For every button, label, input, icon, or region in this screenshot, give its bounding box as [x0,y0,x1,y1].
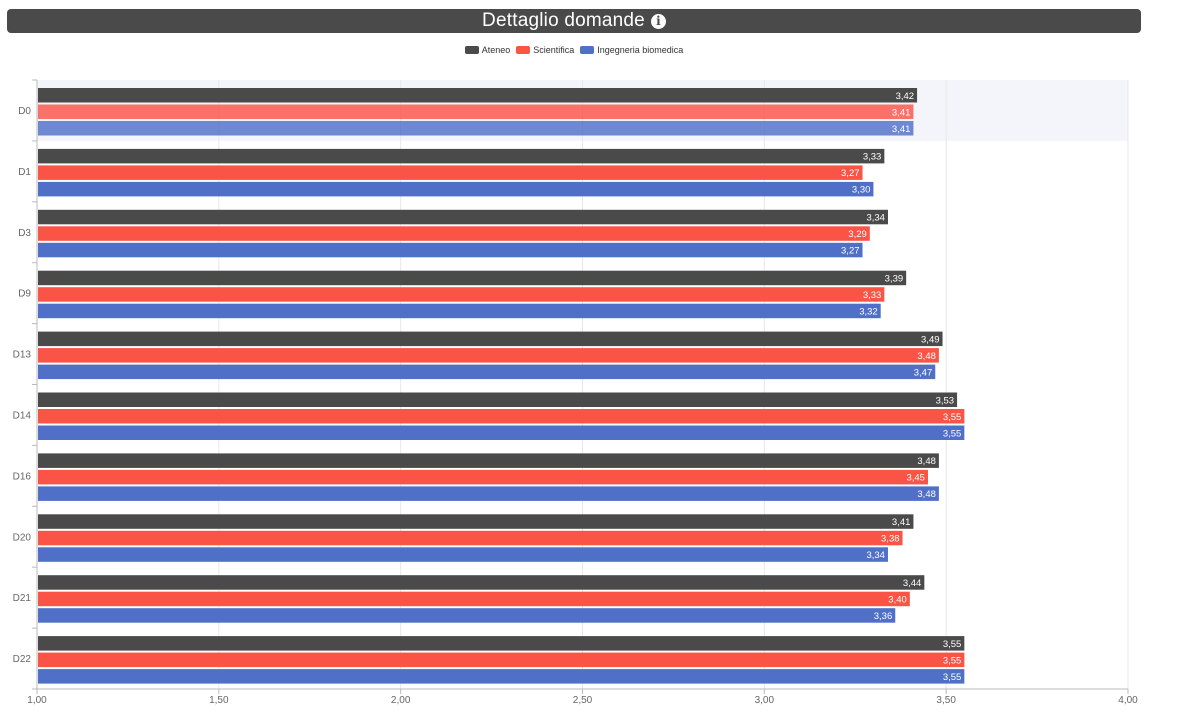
x-tick-label: 3,50 [936,695,956,706]
bar-value-label: 3,55 [943,672,962,683]
bar-value-label: 3,27 [841,246,860,257]
bar-value-label: 3,42 [896,91,915,102]
chart-header: Dettaglio domande i [7,9,1141,33]
bar-value-label: 3,47 [914,367,933,378]
bar-value-label: 3,48 [917,351,936,362]
x-tick-label: 4,00 [1118,695,1138,706]
bar-ingegneria-biomedica [38,181,874,197]
bar-ingegneria-biomedica [38,121,914,136]
x-tick-label: 2,50 [573,695,593,706]
bar-scientifica [38,469,928,485]
bar-value-label: 3,55 [943,655,962,666]
bar-scientifica [38,287,885,302]
legend-item-scientifica[interactable]: Scientifica [516,45,574,55]
bar-scientifica [38,409,965,424]
legend-swatch-ingegneria-biomedica [580,46,595,54]
x-tick-label: 3,00 [755,695,775,706]
bar-value-label: 3,27 [841,168,860,179]
category-label: D9 [18,289,31,300]
bar-ingegneria-biomedica [38,608,896,623]
category-label: D22 [13,654,32,665]
category-label: D14 [13,410,32,421]
bar-ingegneria-biomedica [38,303,881,319]
bar-value-label: 3,55 [943,639,962,650]
bar-value-label: 3,48 [917,456,936,467]
bar-value-label: 3,32 [859,306,878,317]
bar-ingegneria-biomedica [38,669,965,684]
bar-value-label: 3,49 [921,334,940,345]
bar-value-label: 3,36 [874,611,893,622]
bar-ateneo [38,88,918,103]
bar-value-label: 3,34 [866,213,885,224]
bar-ingegneria-biomedica [38,242,863,258]
bar-value-label: 3,30 [852,185,871,196]
legend-swatch-ateneo [464,46,479,54]
bar-scientifica [38,104,914,119]
legend-label-ateneo: Ateneo [481,45,511,55]
bar-ateneo [38,270,907,286]
legend-item-ingegneria-biomedica[interactable]: Ingegneria biomedica [580,45,683,55]
bar-value-label: 3,33 [863,290,882,301]
bar-scientifica [38,226,870,241]
chart-legend: Ateneo Scientifica Ingegneria biomedica [0,45,1148,55]
bar-value-label: 3,29 [848,229,867,240]
category-label: D13 [13,350,32,361]
bar-ingegneria-biomedica [38,425,965,440]
bar-ateneo [38,453,939,468]
bar-value-label: 3,38 [881,534,900,545]
bar-ateneo [38,148,885,164]
legend-swatch-scientifica [516,46,531,54]
category-label: D1 [18,167,31,178]
info-icon[interactable]: i [650,13,666,29]
bar-value-label: 3,34 [866,550,885,561]
category-label: D3 [18,228,31,239]
bar-value-label: 3,40 [888,594,907,605]
bar-scientifica [38,165,863,180]
bar-ateneo [38,331,943,347]
x-tick-label: 2,00 [391,695,411,706]
bar-ateneo [38,514,914,529]
bar-ateneo [38,392,958,407]
bar-value-label: 3,44 [903,578,922,589]
bar-ateneo [38,209,888,225]
category-label: D16 [13,471,32,482]
category-label: D21 [13,593,32,604]
category-label: D0 [18,106,31,117]
bar-value-label: 3,55 [943,428,962,439]
bar-value-label: 3,55 [943,412,962,423]
legend-label-scientifica: Scientifica [533,45,575,55]
bar-value-label: 3,33 [863,152,882,163]
category-label: D20 [13,532,32,543]
bar-ateneo [38,575,925,590]
bar-value-label: 3,41 [892,107,911,118]
bar-value-label: 3,53 [936,395,955,406]
bar-ateneo [38,636,965,651]
legend-item-ateneo[interactable]: Ateneo [464,45,511,55]
bar-value-label: 3,41 [892,517,911,528]
bar-value-label: 3,48 [917,489,936,500]
bar-value-label: 3,45 [906,473,925,484]
chart-title: Dettaglio domande [482,10,645,31]
bar-scientifica [38,348,939,363]
bar-scientifica [38,530,903,546]
legend-label-ingegneria-biomedica: Ingegneria biomedica [597,45,684,55]
bar-scientifica [38,591,910,607]
bar-value-label: 3,39 [885,273,904,284]
x-tick-label: 1,50 [209,695,229,706]
x-tick-label: 1,00 [27,695,47,706]
bar-ingegneria-biomedica [38,364,936,380]
bar-ingegneria-biomedica [38,486,939,501]
bar-ingegneria-biomedica [38,547,888,562]
bar-scientifica [38,652,965,668]
bar-value-label: 3,41 [892,124,911,135]
